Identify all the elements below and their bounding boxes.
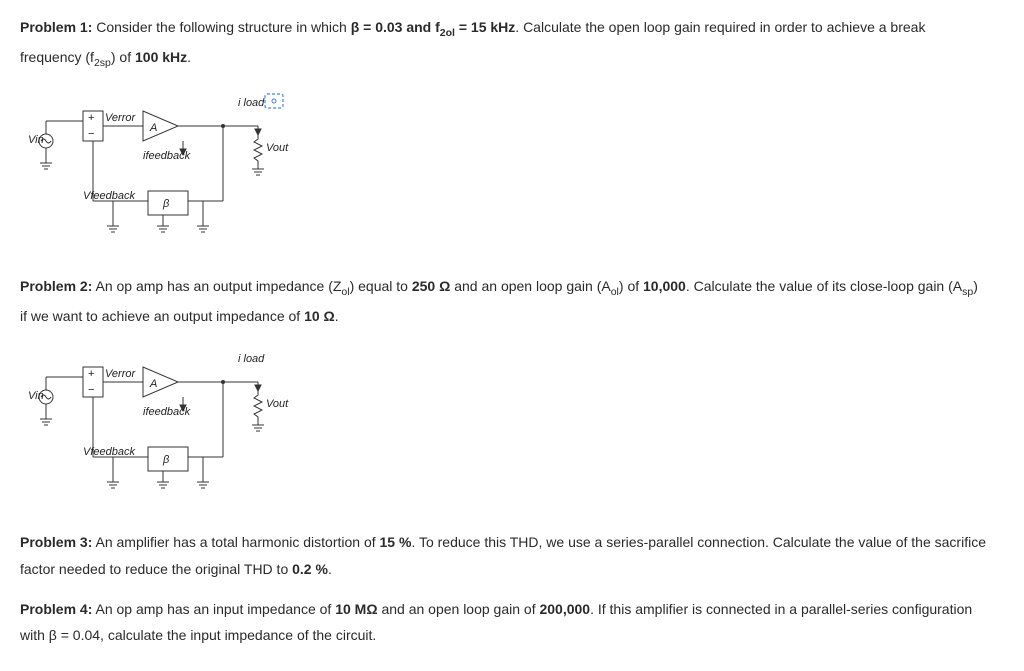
label-verror: Verror: [105, 112, 136, 124]
problem-1-label: Problem 1:: [20, 19, 92, 35]
problem-3: Problem 3: An amplifier has a total harm…: [20, 531, 1004, 580]
label-vout: Vout: [266, 142, 289, 154]
problem-4-label: Problem 4:: [20, 601, 92, 617]
label-vfeedback: Vfeedback: [83, 190, 135, 202]
problem-2-label: Problem 2:: [20, 278, 92, 294]
problem-1: Problem 1: Consider the following struct…: [20, 16, 1004, 71]
svg-text:+: +: [88, 112, 94, 124]
label-A: A: [149, 122, 157, 134]
svg-text:+: +: [88, 368, 94, 380]
label-vout-2: Vout: [266, 398, 289, 410]
label-ifeedback-2: ifeedback: [143, 406, 191, 418]
label-iload: i load: [238, 97, 265, 109]
label-vfeedback-2: Vfeedback: [83, 446, 135, 458]
circuit-diagram-1: Vin + − Verror A i load Vout ifeedback β…: [28, 91, 1004, 251]
focus-icon: [265, 94, 283, 108]
label-iload-2: i load: [238, 353, 265, 365]
label-ifeedback: ifeedback: [143, 150, 191, 162]
label-beta: β: [162, 198, 170, 210]
svg-text:−: −: [88, 128, 94, 140]
problem-2: Problem 2: An op amp has an output imped…: [20, 275, 1004, 327]
circuit-diagram-2: Vin + − Verror A i load Vout ifeedback β…: [28, 347, 1004, 507]
problem-2-text-line2: if we want to achieve an output impedanc…: [20, 305, 1004, 327]
problem-3-text-line2: factor needed to reduce the original THD…: [20, 558, 1004, 580]
label-vin-2: Vin: [28, 390, 44, 402]
label-A-2: A: [149, 378, 157, 390]
problem-3-text: Problem 3: An amplifier has a total harm…: [20, 531, 1004, 553]
label-beta-2: β: [162, 454, 170, 466]
label-vin: Vin: [28, 134, 44, 146]
problem-1-text: Problem 1: Consider the following struct…: [20, 16, 1004, 42]
problem-4: Problem 4: An op amp has an input impeda…: [20, 598, 1004, 647]
problem-1-text-line2: frequency (f2sp) of 100 kHz.: [20, 46, 1004, 72]
svg-text:−: −: [88, 384, 94, 396]
problem-3-label: Problem 3:: [20, 534, 92, 550]
problem-4-text-line2: with β = 0.04, calculate the input imped…: [20, 624, 1004, 646]
label-verror-2: Verror: [105, 368, 136, 380]
problem-4-text: Problem 4: An op amp has an input impeda…: [20, 598, 1004, 620]
problem-2-text: Problem 2: An op amp has an output imped…: [20, 275, 1004, 301]
